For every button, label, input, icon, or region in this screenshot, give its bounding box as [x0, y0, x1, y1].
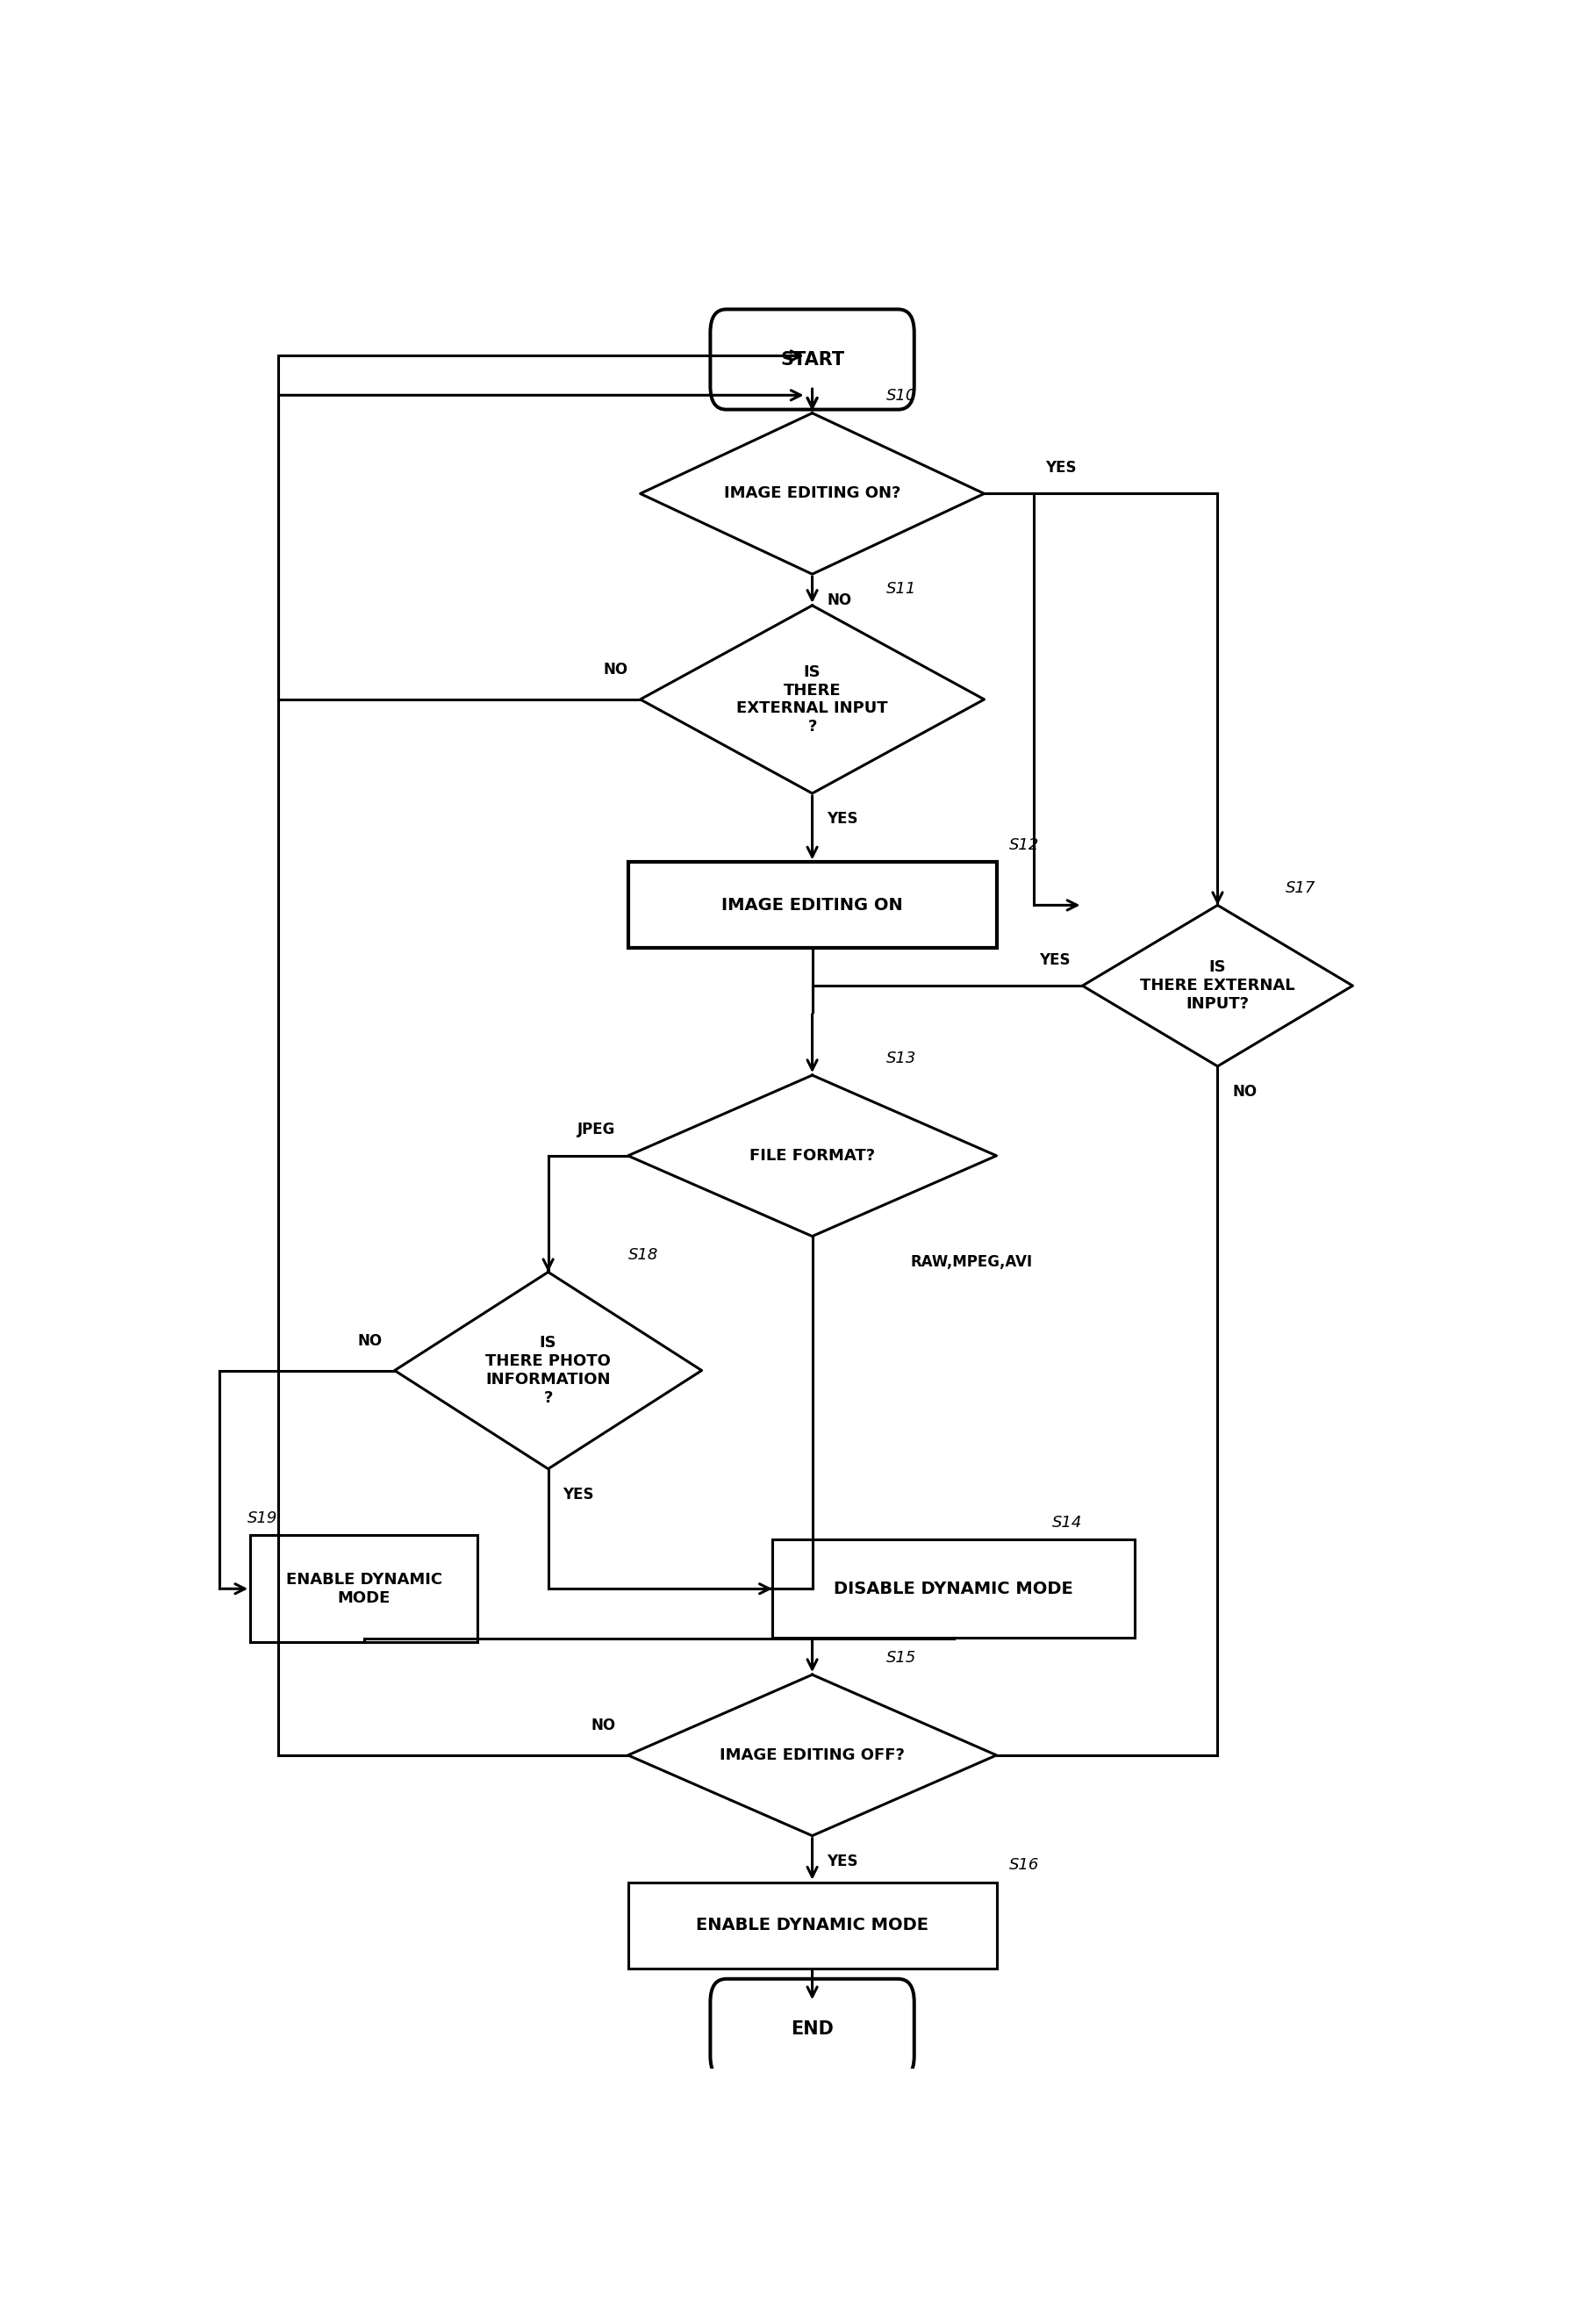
Text: S18: S18: [627, 1248, 657, 1262]
Text: S16: S16: [1009, 1857, 1039, 1873]
Text: ENABLE DYNAMIC
MODE: ENABLE DYNAMIC MODE: [285, 1571, 442, 1606]
FancyBboxPatch shape: [771, 1538, 1134, 1638]
Text: NO: NO: [1232, 1083, 1256, 1099]
Text: NO: NO: [827, 593, 851, 609]
Text: S17: S17: [1285, 881, 1315, 897]
Text: RAW,MPEG,AVI: RAW,MPEG,AVI: [909, 1255, 1033, 1269]
Text: FILE FORMAT?: FILE FORMAT?: [749, 1148, 874, 1164]
Text: YES: YES: [1039, 953, 1069, 967]
FancyBboxPatch shape: [627, 1882, 996, 1968]
Text: IMAGE EDITING ON: IMAGE EDITING ON: [721, 897, 903, 913]
Text: IS
THERE
EXTERNAL INPUT
?: IS THERE EXTERNAL INPUT ?: [737, 665, 887, 734]
Polygon shape: [1082, 904, 1353, 1067]
Text: S11: S11: [885, 581, 916, 597]
Text: NO: NO: [591, 1717, 615, 1734]
Text: ENABLE DYNAMIC MODE: ENABLE DYNAMIC MODE: [695, 1917, 928, 1934]
Text: NO: NO: [358, 1334, 382, 1348]
Text: YES: YES: [562, 1487, 594, 1504]
Text: JPEG: JPEG: [577, 1122, 615, 1139]
Polygon shape: [640, 607, 984, 792]
Text: NO: NO: [604, 662, 627, 679]
FancyBboxPatch shape: [627, 862, 996, 948]
Text: S19: S19: [247, 1511, 277, 1527]
Text: IMAGE EDITING OFF?: IMAGE EDITING OFF?: [719, 1748, 904, 1764]
Text: S13: S13: [885, 1050, 916, 1067]
Text: END: END: [790, 2020, 833, 2038]
FancyBboxPatch shape: [710, 1980, 914, 2080]
Polygon shape: [627, 1076, 996, 1236]
Text: S12: S12: [1009, 837, 1039, 853]
Polygon shape: [394, 1271, 702, 1469]
Polygon shape: [627, 1676, 996, 1836]
Text: YES: YES: [827, 1855, 857, 1868]
Polygon shape: [640, 414, 984, 574]
Text: YES: YES: [827, 811, 857, 827]
Text: YES: YES: [1045, 460, 1076, 476]
Text: S15: S15: [885, 1650, 916, 1666]
Text: IS
THERE PHOTO
INFORMATION
?: IS THERE PHOTO INFORMATION ?: [485, 1336, 610, 1406]
FancyBboxPatch shape: [710, 309, 914, 409]
Text: START: START: [779, 351, 844, 367]
Text: DISABLE DYNAMIC MODE: DISABLE DYNAMIC MODE: [833, 1580, 1072, 1597]
Text: IMAGE EDITING ON?: IMAGE EDITING ON?: [724, 486, 900, 502]
Text: S10: S10: [885, 388, 916, 404]
Text: IS
THERE EXTERNAL
INPUT?: IS THERE EXTERNAL INPUT?: [1139, 960, 1294, 1011]
FancyBboxPatch shape: [250, 1536, 477, 1643]
Text: S14: S14: [1052, 1515, 1082, 1532]
